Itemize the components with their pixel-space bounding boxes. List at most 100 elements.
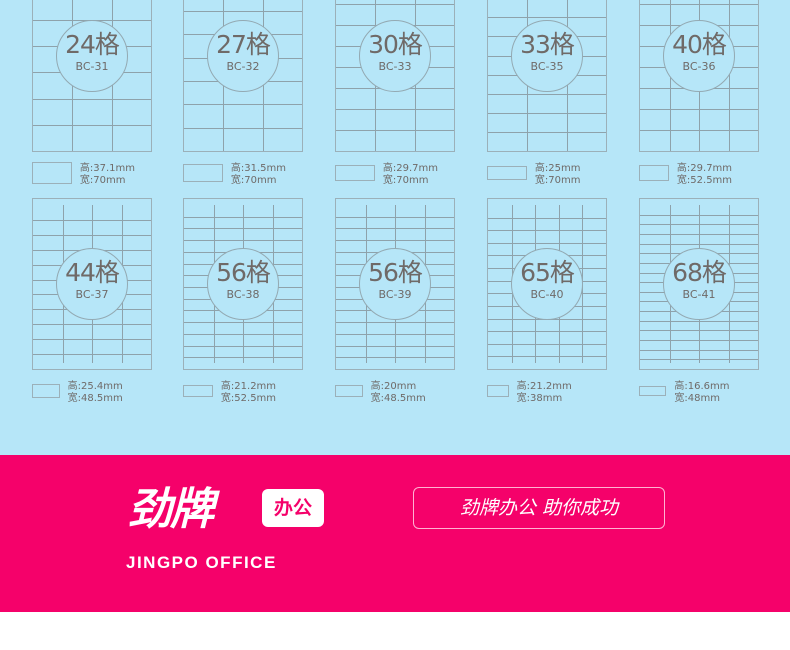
label-count-badge: 56格 BC-39 xyxy=(359,248,431,320)
label-sheet: 65格 BC-40 xyxy=(487,198,607,370)
label-size-preview xyxy=(32,383,60,399)
model-code: BC-33 xyxy=(378,60,412,73)
grid-line xyxy=(336,322,454,324)
grid-line xyxy=(184,228,302,230)
grid-line xyxy=(33,324,151,326)
model-code: BC-41 xyxy=(682,288,716,301)
label-sheet: 56格 BC-38 xyxy=(183,198,303,370)
label-height: 高:29.7mm xyxy=(382,163,439,174)
grid-line xyxy=(640,109,758,110)
grid-line xyxy=(184,127,302,129)
grid-line xyxy=(640,243,758,245)
label-size-preview xyxy=(183,384,213,398)
grid-line xyxy=(336,333,454,335)
grid-line xyxy=(640,320,758,322)
label-height: 高:29.7mm xyxy=(676,163,733,174)
grid-line xyxy=(488,217,606,219)
grid-line xyxy=(488,131,606,133)
grid-line xyxy=(640,214,758,216)
grid-line xyxy=(640,233,758,235)
grid-line xyxy=(336,109,454,110)
grid-line xyxy=(640,224,758,226)
label-sheet: 33格 BC-35 xyxy=(487,0,607,152)
grid-line xyxy=(640,349,758,351)
label-size-preview xyxy=(32,162,72,184)
label-count: 56格 xyxy=(368,258,423,287)
grid-line xyxy=(184,11,302,12)
label-size-preview xyxy=(639,164,669,182)
grid-line xyxy=(184,357,302,359)
label-width: 宽:70mm xyxy=(382,175,429,186)
label-size-preview xyxy=(487,165,527,181)
label-height: 高:20mm xyxy=(370,381,417,392)
brand-logo-badge: 办公 xyxy=(262,489,324,527)
grid-line xyxy=(184,345,302,347)
label-height: 高:21.2mm xyxy=(220,381,277,392)
label-height: 高:16.6mm xyxy=(674,381,730,392)
label-count-badge: 56格 BC-38 xyxy=(207,248,279,320)
label-height: 高:37.1mm xyxy=(79,163,136,174)
grid-line xyxy=(33,98,151,100)
brand-slogan: 劲牌办公 助你成功 xyxy=(413,487,665,529)
label-sheet: 30格 BC-33 xyxy=(335,0,455,152)
label-width: 宽:70mm xyxy=(534,175,581,186)
grid-line xyxy=(640,130,758,131)
label-size-preview xyxy=(639,386,667,396)
grid-line xyxy=(640,4,758,5)
label-count: 65格 xyxy=(520,258,575,287)
grid-line xyxy=(33,124,151,126)
label-size-preview xyxy=(335,385,363,397)
grid-line xyxy=(488,93,606,95)
label-width: 宽:70mm xyxy=(230,175,277,186)
label-count-badge: 30格 BC-33 xyxy=(359,20,431,92)
model-code: BC-37 xyxy=(75,288,109,301)
label-count: 44格 xyxy=(65,258,120,287)
model-code: BC-35 xyxy=(530,60,564,73)
grid-line xyxy=(33,234,151,236)
label-height: 高:21.2mm xyxy=(516,381,572,392)
grid-line xyxy=(33,339,151,341)
label-size-preview xyxy=(487,384,509,398)
grid-line xyxy=(184,322,302,324)
label-sheet: 44格 BC-37 xyxy=(32,198,152,370)
label-sheet: 68格 BC-41 xyxy=(639,198,759,370)
grid-line xyxy=(488,242,606,244)
grid-line xyxy=(184,240,302,242)
label-width: 宽:38mm xyxy=(516,393,563,404)
label-height: 高:31.5mm xyxy=(230,163,287,174)
grid-line xyxy=(184,104,302,106)
label-count: 40格 xyxy=(672,30,727,59)
grid-line xyxy=(488,356,606,358)
label-catalog: 24格 BC-31 高:37.1mm 宽:70mm 27格 BC-32 高:31.5mm… xyxy=(0,0,790,455)
label-count: 30格 xyxy=(368,30,423,59)
label-width: 宽:48.5mm xyxy=(67,393,123,404)
brand-banner: 劲牌 办公 JINGPO OFFICE 劲牌办公 助你成功 xyxy=(0,455,790,612)
model-code: BC-36 xyxy=(682,60,716,73)
label-count-badge: 24格 BC-31 xyxy=(56,20,128,92)
model-code: BC-38 xyxy=(226,288,260,301)
grid-line xyxy=(33,354,151,356)
label-height: 高:25.4mm xyxy=(67,381,123,392)
grid-line xyxy=(640,340,758,342)
label-count-badge: 44格 BC-37 xyxy=(56,248,128,320)
model-code: BC-32 xyxy=(226,60,260,73)
label-width: 宽:48.5mm xyxy=(370,393,426,404)
label-count-badge: 65格 BC-40 xyxy=(511,248,583,320)
grid-line xyxy=(336,345,454,347)
grid-line xyxy=(488,230,606,232)
grid-line xyxy=(33,219,151,221)
label-count: 68格 xyxy=(672,258,727,287)
grid-line xyxy=(488,17,606,19)
model-code: BC-39 xyxy=(378,288,412,301)
label-sheet: 27格 BC-32 xyxy=(183,0,303,152)
grid-line xyxy=(336,357,454,359)
grid-line xyxy=(184,333,302,335)
grid-line xyxy=(336,130,454,131)
grid-line xyxy=(640,359,758,361)
label-count-badge: 68格 BC-41 xyxy=(663,248,735,320)
label-count-badge: 40格 BC-36 xyxy=(663,20,735,92)
grid-line xyxy=(336,216,454,218)
label-count: 27格 xyxy=(216,30,271,59)
label-width: 宽:48mm xyxy=(674,393,720,404)
grid-line xyxy=(336,4,454,5)
